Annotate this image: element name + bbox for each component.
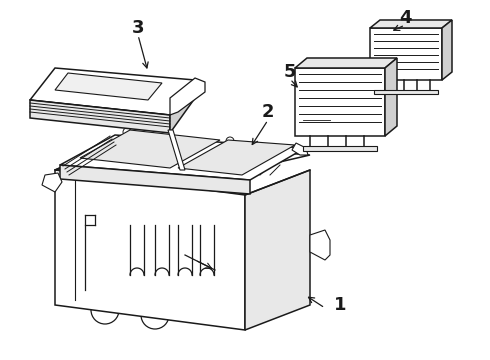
Polygon shape	[292, 143, 308, 155]
Polygon shape	[168, 130, 185, 170]
Polygon shape	[60, 135, 305, 180]
Polygon shape	[55, 140, 310, 170]
Polygon shape	[42, 173, 62, 192]
Text: 2: 2	[262, 103, 274, 121]
Polygon shape	[30, 68, 195, 115]
Polygon shape	[370, 20, 452, 28]
Text: 1: 1	[334, 296, 346, 314]
Polygon shape	[295, 58, 397, 68]
Polygon shape	[303, 146, 377, 151]
Polygon shape	[385, 58, 397, 136]
Polygon shape	[55, 73, 162, 100]
Polygon shape	[310, 230, 330, 260]
Polygon shape	[30, 100, 170, 133]
Polygon shape	[80, 130, 220, 168]
Polygon shape	[170, 80, 195, 133]
Text: 3: 3	[132, 19, 144, 37]
Polygon shape	[442, 20, 452, 80]
Polygon shape	[374, 90, 438, 94]
Text: 5: 5	[284, 63, 296, 81]
Polygon shape	[370, 28, 442, 80]
Text: 4: 4	[399, 9, 411, 27]
Polygon shape	[60, 165, 250, 194]
Circle shape	[183, 94, 189, 99]
Polygon shape	[295, 68, 385, 136]
Polygon shape	[178, 140, 295, 175]
Circle shape	[180, 86, 186, 90]
Polygon shape	[170, 78, 205, 115]
Polygon shape	[245, 170, 310, 330]
Polygon shape	[55, 170, 245, 330]
